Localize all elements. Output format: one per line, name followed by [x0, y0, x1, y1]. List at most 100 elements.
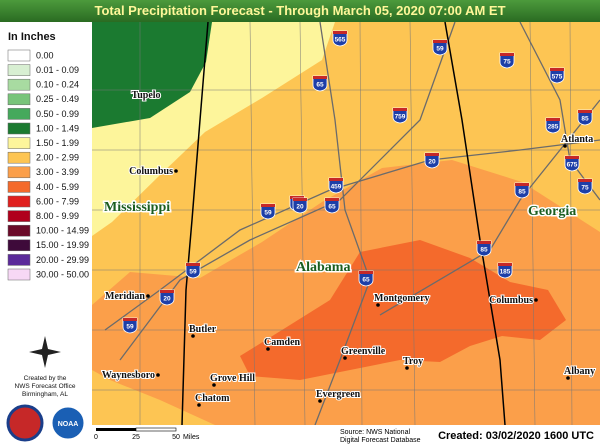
scale-tick: 50 — [172, 434, 180, 441]
city-label: Troy — [403, 356, 423, 367]
city-dot — [376, 303, 380, 307]
legend-label: 0.01 - 0.09 — [36, 65, 79, 75]
interstate-label: 575 — [552, 74, 563, 81]
city-label: Evergreen — [316, 389, 361, 400]
city-dot — [534, 298, 538, 302]
city-label: Waynesboro — [102, 370, 155, 381]
legend-swatch — [7, 181, 31, 193]
interstate-top — [578, 110, 592, 113]
interstate-shield — [292, 197, 308, 214]
interstate-label: 65 — [362, 277, 370, 284]
city-dot — [197, 403, 201, 407]
title: Total Precipitation Forecast - Through M… — [94, 3, 505, 18]
source: Source: NWS National — [340, 429, 410, 436]
city-dot — [144, 92, 148, 96]
legend-label: 2.00 - 2.99 — [36, 153, 79, 163]
city-label: Butler — [189, 324, 217, 335]
interstate-shield — [514, 182, 530, 199]
city-dot — [405, 366, 409, 370]
interstate-shield — [324, 197, 340, 214]
interstate-shield — [332, 30, 348, 47]
interstate-top — [515, 183, 529, 186]
interstate-label: 675 — [567, 162, 578, 169]
state-label: Georgia — [528, 204, 576, 219]
city-dot — [266, 347, 270, 351]
legend-swatch — [7, 78, 31, 91]
noaa-text: NOAA — [58, 421, 79, 428]
interstate-label: 459 — [331, 184, 342, 191]
source: Digital Forecast Database — [340, 437, 421, 444]
interstate-label: 565 — [335, 37, 346, 44]
legend-label: 15.00 - 19.99 — [36, 240, 89, 250]
city-dot — [174, 169, 178, 173]
legend-swatch — [7, 49, 31, 62]
legend-title: In Inches — [8, 31, 56, 43]
ms-al-border — [181, 21, 209, 426]
interstate-top — [186, 263, 200, 266]
legend-label: 0.00 — [36, 50, 54, 60]
city-dot — [563, 144, 567, 148]
legend-swatch — [7, 137, 31, 149]
compass — [29, 336, 61, 368]
map: Mississippi Alabama Georgia Tupelo Columbus M… — [92, 21, 600, 426]
city-label: Columbus — [129, 166, 173, 177]
city-dot — [566, 376, 570, 380]
state-label: Mississippi — [104, 200, 170, 215]
interstate-shield — [358, 270, 374, 287]
created: Created: 03/02/2020 1600 UTC — [438, 430, 594, 442]
interstate-shield — [476, 240, 492, 257]
interstate-label: 20 — [296, 204, 304, 211]
legend-label: 10.00 - 14.99 — [36, 226, 89, 236]
interstate-top — [498, 263, 512, 266]
legend-label: 6.00 - 7.99 — [36, 196, 79, 206]
interstate-label: 20 — [428, 159, 436, 166]
legend-label: 20.00 - 29.99 — [36, 255, 89, 265]
legend-swatch — [7, 93, 31, 106]
interstate-label: 759 — [395, 114, 406, 121]
legend-swatch — [7, 166, 31, 179]
zone-4-6 — [240, 240, 566, 380]
interstate-shield — [564, 155, 580, 172]
interstate-top — [578, 179, 592, 182]
footer — [92, 425, 600, 446]
city-dot — [212, 383, 216, 387]
credit-line: Created by the — [24, 375, 67, 382]
al-ga-border — [444, 21, 506, 426]
interstate-top — [425, 153, 439, 156]
interstate-top — [359, 271, 373, 274]
interstate-shield — [497, 262, 513, 279]
interstate-label: 285 — [548, 124, 559, 131]
city-label: Camden — [264, 337, 301, 348]
city-dot — [156, 373, 160, 377]
legend-swatch — [7, 151, 31, 164]
interstate-top — [433, 40, 447, 43]
interstate-top — [329, 178, 343, 181]
interstate-top — [160, 290, 174, 293]
interstate-top — [477, 241, 491, 244]
interstate-label: 85 — [518, 189, 526, 196]
legend-swatch — [7, 268, 31, 281]
city-label: Montgomery — [374, 293, 430, 304]
credit-line: NWS Forecast Office — [15, 383, 76, 390]
legend-swatch — [7, 195, 31, 208]
interstate-label: 85 — [581, 116, 589, 123]
interstate-label: 20 — [163, 296, 171, 303]
noaa-logo — [51, 406, 85, 440]
scale-tick: 0 — [94, 434, 98, 441]
title-bar — [0, 0, 600, 22]
scale-unit: Miles — [183, 434, 200, 441]
legend-swatch — [7, 108, 31, 120]
interstate-label: 59 — [126, 324, 134, 331]
interstate-shield — [424, 152, 440, 169]
interstate-shield — [159, 289, 175, 306]
interstate-shield — [432, 39, 448, 56]
legend-swatch — [7, 122, 31, 135]
interstate-top — [293, 198, 307, 201]
legend-swatch — [7, 239, 31, 252]
legend-label: 0.10 - 0.24 — [36, 80, 79, 90]
interstate-shield — [549, 67, 565, 84]
legend-label: 1.50 - 1.99 — [36, 138, 79, 148]
zone-1-1-5 — [92, 22, 212, 128]
legend-label: 30.00 - 50.00 — [36, 269, 89, 279]
